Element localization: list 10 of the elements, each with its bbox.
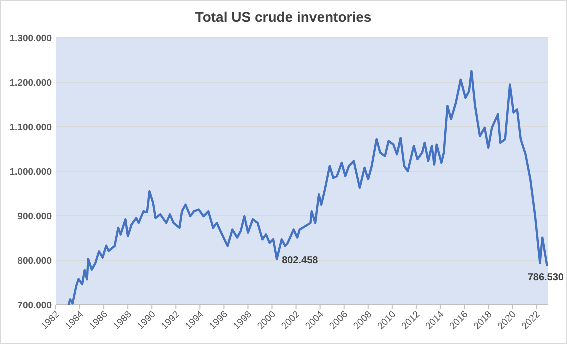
y-tick-label: 700.000	[18, 300, 52, 312]
y-tick-label: 800.000	[18, 256, 52, 267]
y-tick-label: 1.000.000	[10, 166, 52, 178]
y-tick-label: 1.100.000	[10, 122, 52, 134]
chart-title: Total US crude inventories	[195, 9, 372, 25]
y-tick-label: 900.000	[18, 211, 52, 222]
y-tick-label: 1.200.000	[10, 78, 52, 89]
y-tick-label: 1.300.000	[10, 33, 52, 44]
annotation: 786.530	[528, 272, 564, 284]
annotation: 802.458	[282, 255, 319, 266]
